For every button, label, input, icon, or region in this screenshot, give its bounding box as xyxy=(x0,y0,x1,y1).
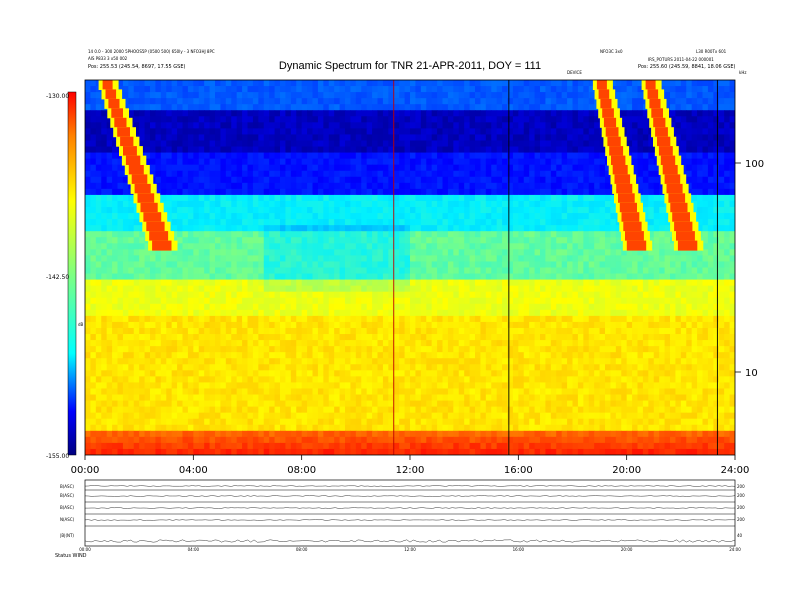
bottom-right-label-1: 200 xyxy=(737,484,745,489)
colorbar-label: dB xyxy=(78,322,84,327)
x-tick-4: 16:00 xyxy=(504,465,533,476)
header-left-line-1: 14 0.0 - 300 2000 5PHOOS5P (0500 500) 65… xyxy=(88,49,215,54)
bottom-x-tick-4: 16:00 xyxy=(513,547,525,552)
bottom-trace-2 xyxy=(84,495,736,497)
bottom-footer: Status WIND xyxy=(55,553,87,559)
spectrogram xyxy=(85,80,735,455)
bottom-trace-4 xyxy=(84,519,735,521)
burst-2 xyxy=(592,80,653,251)
header-left-line-2: AIS P833 3 x50 002 xyxy=(88,56,128,61)
bottom-panel-frame xyxy=(84,479,736,547)
header-right-line-4: Pos: 255.60 (245.59, 8841, 18.06 GSE) xyxy=(638,64,735,70)
x-tick-0: 00:00 xyxy=(71,465,100,476)
header-right-line-1: NFO3C 3x0 xyxy=(600,49,623,54)
colorbar-tick-top: -130.00 xyxy=(46,93,69,100)
freq-unit-label: kHz xyxy=(739,70,746,75)
chart-title: Dynamic Spectrum for TNR 21-APR-2011, DO… xyxy=(279,60,541,72)
x-tick-1: 04:00 xyxy=(179,465,208,476)
bottom-label-2: B(ASC) xyxy=(60,493,74,498)
bottom-x-tick-5: 20:00 xyxy=(621,547,633,552)
colorbar xyxy=(67,91,77,456)
bottom-trace-1 xyxy=(84,485,736,487)
header-left-line-3: Pos: 255.53 (245.54, 8697, 17.55 GSE) xyxy=(88,64,185,70)
bottom-x-tick-6: 24:00 xyxy=(729,547,741,552)
header-mid-label: DEVICE xyxy=(567,70,582,75)
bottom-right-label-2: 200 xyxy=(737,493,745,498)
bottom-trace-3 xyxy=(85,507,736,509)
bottom-label-1: B(ASC) xyxy=(60,484,74,489)
bottom-label-3: B(ASC) xyxy=(60,505,74,510)
bottom-right-label-3: 200 xyxy=(737,505,745,510)
bottom-right-label-4: 200 xyxy=(737,517,745,522)
bottom-x-tick-2: 08:00 xyxy=(296,547,308,552)
radio-bursts xyxy=(98,80,704,251)
bottom-label-4: N(ASC) xyxy=(60,517,75,522)
x-axis: 00:00 04:00 08:00 12:00 16:00 20:00 24:00 xyxy=(71,455,750,476)
y-axis: 100 10 xyxy=(735,159,764,379)
header-right-line-3: IRS_POTURS 2011-04-22 000001 xyxy=(648,57,714,62)
colorbar-tick-bottom: -155.00 xyxy=(46,453,69,460)
header-right-line-2: L30 R00Tx 601 xyxy=(696,49,727,54)
bottom-x-tick-0: 00:00 xyxy=(79,547,91,552)
y-tick-100: 100 xyxy=(745,159,764,170)
burst-1 xyxy=(98,80,178,251)
y-tick-10: 10 xyxy=(745,368,758,379)
x-tick-3: 12:00 xyxy=(396,465,425,476)
burst-3 xyxy=(641,80,704,251)
x-tick-6: 24:00 xyxy=(721,465,750,476)
bottom-trace-5 xyxy=(84,539,736,543)
bottom-x-tick-3: 12:00 xyxy=(404,547,416,552)
colorbar-tick-mid: -142.50 xyxy=(46,274,69,281)
x-tick-2: 08:00 xyxy=(287,465,316,476)
bottom-x-tick-1: 04:00 xyxy=(188,547,200,552)
vertical-markers xyxy=(393,80,718,455)
x-tick-5: 20:00 xyxy=(612,465,641,476)
bottom-label-5: |B|(NT) xyxy=(60,533,74,538)
bottom-panel: 00:00 04:00 08:00 12:00 16:00 20:00 24:00 xyxy=(79,485,741,552)
bottom-right-label-5: 40 xyxy=(737,533,743,538)
